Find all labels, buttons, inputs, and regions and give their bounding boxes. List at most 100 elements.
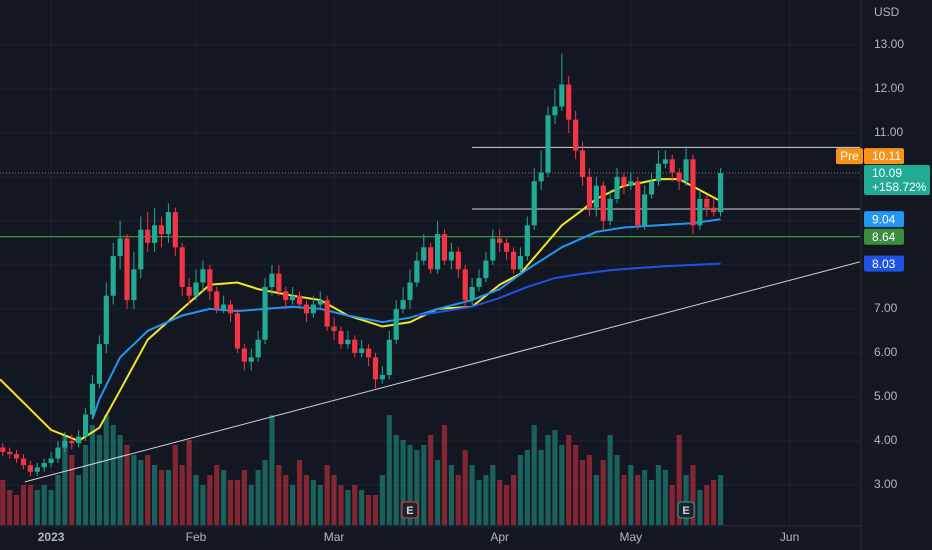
candle-body	[690, 159, 696, 226]
volume-bar	[55, 475, 61, 525]
volume-bar	[504, 485, 510, 525]
volume-bar	[262, 460, 268, 525]
candle-body	[448, 251, 454, 261]
candle-body	[497, 238, 503, 243]
event-icon	[401, 501, 419, 519]
volume-bar	[476, 480, 482, 525]
candle-body	[683, 159, 689, 182]
volume-bar	[103, 415, 109, 525]
candle-body	[552, 106, 558, 116]
volume-bar	[145, 455, 151, 525]
volume-bar	[69, 455, 75, 525]
volume-bar	[89, 425, 96, 525]
candle-body	[207, 269, 213, 292]
volume-bar	[690, 465, 696, 525]
volume-bar	[41, 485, 47, 525]
candle-body	[510, 251, 517, 270]
price-marker-label: 8.03	[872, 257, 896, 271]
volume-bar	[573, 445, 579, 525]
y-tick-label: 7.00	[874, 301, 898, 315]
volume-bar	[517, 455, 524, 525]
volume-bar	[255, 470, 261, 525]
candle-body	[421, 247, 427, 261]
candle-body	[648, 181, 655, 195]
candle-body	[711, 207, 717, 213]
candle-body	[276, 273, 282, 292]
volume-bar	[635, 475, 641, 525]
volume-bar	[117, 435, 123, 525]
candle-body	[186, 286, 192, 296]
x-tick-label: Apr	[490, 530, 509, 544]
candle-body	[400, 300, 406, 309]
candle-body	[717, 172, 724, 213]
candle-body	[607, 198, 613, 221]
candle-body	[559, 84, 565, 107]
candle-body	[621, 176, 627, 186]
event-label: E	[406, 505, 413, 517]
candle-body	[586, 176, 593, 208]
volume-bar	[648, 480, 655, 525]
volume-bar	[448, 465, 454, 525]
candle-body	[345, 339, 351, 345]
volume-bar	[172, 445, 178, 525]
volume-bar	[704, 485, 710, 525]
price-marker	[864, 164, 930, 195]
candle-body	[110, 256, 116, 296]
candle-body	[531, 181, 537, 226]
candle-body	[248, 357, 254, 362]
candle-body	[365, 348, 372, 358]
candle-body	[490, 238, 496, 261]
event-icon	[677, 501, 695, 519]
volume-bar	[683, 475, 689, 525]
volume-bar	[269, 415, 275, 525]
candle-body	[676, 172, 682, 182]
candle-body	[372, 357, 379, 380]
candle-body	[407, 282, 413, 301]
volume-bar	[600, 460, 606, 525]
volume-bar	[365, 495, 372, 525]
candle-body	[200, 269, 206, 283]
volume-bar	[310, 480, 316, 525]
volume-bar	[227, 480, 234, 525]
candle-body	[290, 295, 296, 301]
candle-body	[41, 462, 47, 468]
candle-body	[435, 234, 441, 270]
candle-body	[573, 119, 579, 151]
candle-body	[234, 313, 241, 349]
candle-body	[221, 304, 227, 309]
volume-bar	[662, 470, 668, 525]
y-tick-label: 6.00	[874, 345, 898, 359]
volume-bar	[296, 460, 303, 525]
candle-body	[538, 172, 544, 182]
candle-body	[504, 242, 510, 252]
volume-bar	[200, 485, 206, 525]
price-marker	[864, 228, 904, 245]
x-tick-label: 2023	[38, 530, 65, 544]
volume-bar	[579, 460, 586, 525]
volume-bar	[607, 435, 613, 525]
volume-bar	[483, 475, 489, 525]
candle-body	[669, 159, 675, 173]
volume-bar	[441, 425, 448, 525]
volume-bar	[462, 450, 468, 525]
volume-bar	[455, 475, 461, 525]
price-marker	[864, 255, 904, 272]
price-marker	[864, 148, 904, 165]
candle-body	[655, 163, 662, 182]
volume-bar	[421, 445, 427, 525]
volume-bar	[621, 475, 627, 525]
candle-body	[483, 260, 489, 279]
y-tick-label: 13.00	[874, 37, 904, 51]
candle-body	[566, 84, 572, 120]
candle-body	[193, 282, 199, 296]
price-marker-label: 10.11	[872, 149, 901, 163]
volume-bar	[717, 475, 724, 525]
volume-bar	[124, 445, 130, 525]
candle-body	[317, 300, 323, 305]
candle-body	[386, 339, 392, 375]
volume-bar	[524, 450, 530, 525]
candle-body	[7, 451, 13, 455]
volume-bar	[248, 485, 254, 525]
volume-bar	[628, 465, 634, 525]
candle-body	[393, 308, 399, 340]
